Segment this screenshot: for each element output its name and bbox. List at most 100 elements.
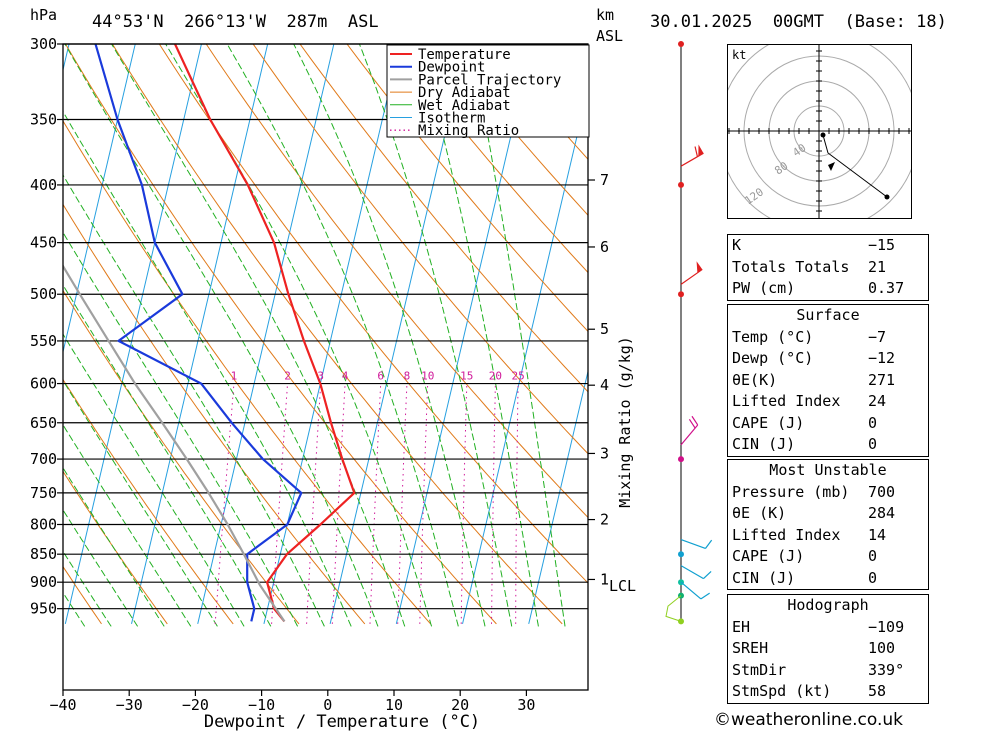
isotherm-line [197,44,335,625]
mixing-ratio-tick-label: 6 [377,370,384,383]
x-tick-label: −30 [116,696,143,714]
mixing-ratio-tick-label: 3 [317,370,324,383]
wet-adiabat-line [469,44,566,627]
hodograph-point [820,132,826,138]
table-row: StmSpd (kt) 58 [728,681,928,703]
pressure-tick-label: 750 [30,484,57,502]
table-row-value: 14 [868,525,887,544]
wind-barb [680,144,704,167]
dry-adiabat-line [63,203,366,625]
pressure-tick-label: 450 [30,234,57,252]
isotherm-line [131,44,269,625]
hodograph-ring-label: 120 [742,185,766,207]
table-row-label: CIN (J) [732,568,796,587]
table-row-value: −109 [868,617,905,636]
hodograph-table: Hodograph EH −109 SREH 100 StmDir 339° StmSpd … [727,594,929,704]
pressure-tick-label: 950 [30,600,57,618]
wet-adiabat-line [63,333,245,627]
isotherm-line [329,44,467,625]
pressure-tick-label: 600 [30,375,57,393]
wet-adiabat-line [64,44,379,627]
wind-profile [665,41,713,625]
pressure-tick-label: 850 [30,545,57,563]
table-row-value: 24 [868,392,887,410]
dry-adiabat-line [63,120,431,625]
wind-level-dot [678,618,684,625]
isotherm-line [595,44,731,624]
credit-label: ©weatheronline.co.uk [714,710,904,730]
table-row: EH −109 [728,617,928,639]
dry-adiabat-line [63,378,234,625]
km-tick-label: 2 [600,511,609,529]
wet-adiabat-line [63,550,112,627]
surface-title: Surface [796,306,860,324]
table-row: θE (K) 284 [728,503,928,525]
table-row: Totals Totals 21 [728,257,928,279]
table-row-value: −7 [868,327,887,346]
mixing-ratio-tick-label: 2 [284,370,291,383]
table-row: θE(K) 271 [728,370,928,392]
mixing-ratio-line [515,383,519,624]
datetime-label: 30.01.2025 00GMT (Base: 18) [650,12,947,32]
dry-adiabat-line [440,44,588,216]
hodograph-point [884,194,890,200]
table-row-label: Lifted Index [732,392,841,410]
mixing-ratio-line [271,383,288,624]
hodograph-ring-label: 40 [790,141,808,159]
storm-motion-marker [828,162,835,171]
x-tick-label: 0 [323,696,332,714]
x-tick-label: −10 [248,696,275,714]
dry-adiabat-line [111,44,563,625]
table-row-value: 339° [868,660,905,679]
wet-adiabat-line [63,508,139,627]
lcl-label: LCL [609,577,636,595]
table-row-label: EH [732,617,751,636]
table-row-label: Dewp (°C) [732,349,814,367]
legend-entry: Isotherm [418,111,485,127]
dry-adiabat-line [393,44,588,274]
plot-frame [62,43,589,691]
table-row: Lifted Index 14 [728,525,928,547]
mixing-ratio-line [460,383,468,624]
wind-level-dot [678,456,684,463]
x-tick-label: −40 [49,696,76,714]
table-row-label: CAPE (J) [732,413,805,432]
pressure-tick-label: 700 [30,450,57,468]
dewpoint-profile [94,44,303,622]
legend-entry: Mixing Ratio [418,123,519,139]
x-tick-label: 10 [385,696,403,714]
isotherm-line [528,369,588,625]
table-row: CIN (J) 0 [728,568,928,590]
km-label: km [596,6,615,24]
wind-level-dot [678,41,684,47]
isotherm-line [64,44,202,625]
table-row-label: SREH [732,639,769,657]
x-tick-label: −20 [182,696,209,714]
mixing-ratio-tick-label: 10 [421,370,434,383]
wind-barb [680,565,712,580]
mixing-ratio-line [397,383,408,624]
mixing-ratio-line [419,383,429,624]
km-tick-label: 3 [600,444,609,462]
table-row: Temp (°C) −7 [728,327,928,349]
table-row-label: CAPE (J) [732,547,805,565]
surface-table: Surface Temp (°C) −7 Dewp (°C) −12 θE(K) 271 L… [727,304,929,457]
most-unstable-table: Most Unstable Pressure (mb) 700 θE (K) 284 L… [727,459,929,590]
table-row-value: 58 [868,682,887,700]
pressure-tick-label: 350 [30,111,57,129]
x-axis-label: Dewpoint / Temperature (°C) [204,712,480,732]
table-row-label: StmSpd (kt) [732,682,832,700]
table-row-label: Lifted Index [732,525,841,544]
table-row-value: 21 [868,257,887,276]
legend-entry: Dry Adiabat [418,85,511,101]
isotherm-line [63,44,136,354]
table-row-label: Pressure (mb) [732,482,850,501]
table-row-label: Temp (°C) [732,327,814,346]
table-row: CIN (J) 0 [728,434,928,456]
table-row-label: StmDir [732,660,787,679]
table-row-value: 0 [868,413,878,432]
wet-adiabat-line [358,44,513,627]
km-tick-label: 6 [600,238,609,256]
